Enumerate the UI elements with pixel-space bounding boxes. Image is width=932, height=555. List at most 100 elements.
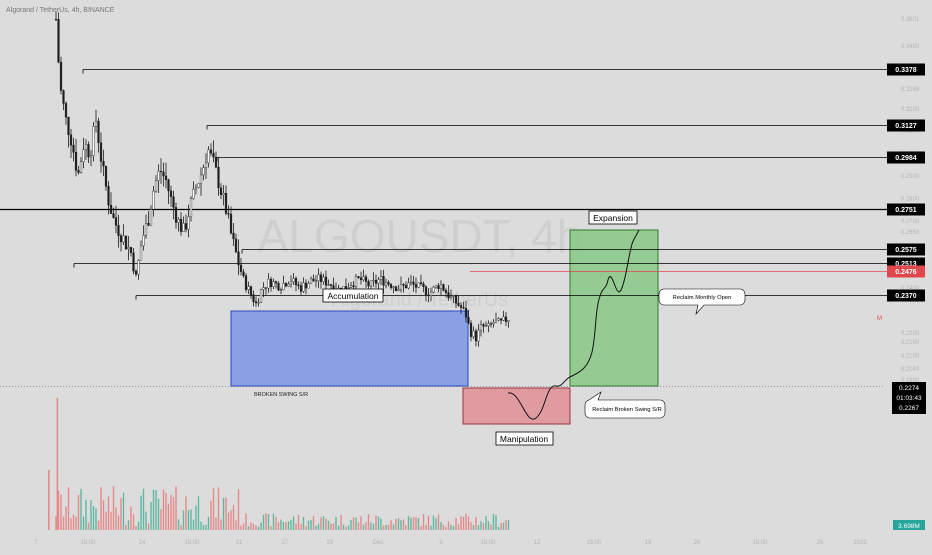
volume-bar <box>415 517 417 530</box>
candle-body <box>139 245 143 261</box>
candle-body <box>94 120 98 127</box>
candle-body <box>177 218 180 223</box>
volume-bar <box>377 516 380 530</box>
volume-bar <box>105 511 107 530</box>
volume-bar <box>82 516 85 530</box>
accumulation-label: Accumulation <box>322 288 384 303</box>
volume-bar <box>407 515 410 530</box>
volume-bar <box>102 500 105 530</box>
volume-bar <box>97 520 100 530</box>
candle-body <box>369 280 373 287</box>
candle-body <box>449 296 453 299</box>
candle-body <box>324 276 328 286</box>
volume-bar <box>182 510 185 530</box>
candle-body <box>272 281 275 287</box>
candle-body <box>417 282 420 288</box>
level-price-label: 0.2476 <box>887 265 925 278</box>
level-price-label: 0.2575 <box>887 243 925 256</box>
volume-bar <box>317 523 320 530</box>
candle-body <box>107 186 110 206</box>
volume-bar <box>500 522 502 530</box>
candle-body <box>62 90 65 104</box>
volume-bar <box>497 526 500 530</box>
candle-body <box>314 280 318 282</box>
candle-body <box>57 19 60 63</box>
y-tick-label: 0.2900 <box>901 174 920 180</box>
volume-bar <box>172 497 175 530</box>
x-tick-label: 7 <box>34 540 38 546</box>
candle-body <box>219 187 223 195</box>
level-price-text: 0.3127 <box>895 123 917 130</box>
y-tick-label: 0.2650 <box>901 230 920 236</box>
level-price-box <box>887 203 925 216</box>
volume-bar <box>220 519 222 530</box>
volume-badge: 3.698M <box>893 520 925 530</box>
volume-bar <box>192 519 195 530</box>
candle-body <box>422 283 425 288</box>
candle-body <box>104 165 108 187</box>
volume-bar <box>417 518 420 530</box>
candle-body <box>349 285 353 288</box>
candle-body <box>199 174 203 184</box>
volume-bar <box>315 525 317 530</box>
volume-bar <box>362 524 365 530</box>
accumulation-label-box <box>322 288 384 303</box>
volume-bar <box>67 487 70 530</box>
candle-body <box>207 149 210 164</box>
price-axis[interactable]: 0.36010.34800.33790.32880.32000.31040.30… <box>887 17 925 411</box>
level-price-box <box>887 151 925 164</box>
volume-bar <box>342 524 345 530</box>
x-tick-label: 27 <box>282 540 289 546</box>
x-tick-label: 14 <box>139 540 146 546</box>
volume-bar <box>412 516 415 530</box>
x-tick-label: 15:00 <box>80 540 96 546</box>
candle-body <box>494 319 498 323</box>
volume-bar <box>507 520 510 530</box>
candle-body <box>147 223 150 226</box>
volume-bar <box>122 492 125 530</box>
candle-body <box>472 330 475 337</box>
volume-bar <box>310 520 312 530</box>
candle-body <box>212 152 215 158</box>
candle-body <box>119 235 123 243</box>
candle-body <box>462 307 465 309</box>
volume-bar <box>300 523 302 530</box>
volume-bar <box>425 525 427 530</box>
volume-bar <box>255 525 257 530</box>
candle-body <box>259 289 263 303</box>
volume-bar <box>372 524 375 530</box>
candle-body <box>384 281 388 286</box>
candle-body <box>234 238 238 253</box>
x-tick-label: 15:00 <box>586 540 602 546</box>
level-price-label: 0.2984 <box>887 151 925 164</box>
volume-bar <box>260 522 262 530</box>
bar-countdown: 01:03:43 <box>896 395 922 402</box>
volume-bar <box>352 517 355 530</box>
candle-body <box>252 294 255 302</box>
x-tick-label: 12 <box>534 540 541 546</box>
volume-bar <box>75 516 77 530</box>
candle-body <box>412 281 415 285</box>
x-tick-label: 15:00 <box>752 540 768 546</box>
volume-bar <box>455 518 457 530</box>
candle-body <box>397 288 400 291</box>
volume-bar <box>472 524 475 530</box>
volume-bar <box>87 522 90 530</box>
time-axis[interactable]: 7 15:00 14 15:00 21 27 29 Dec 5 15:00 12 15:00 19 26 1… <box>34 540 867 546</box>
candle-body <box>474 330 478 342</box>
volume-bar <box>332 523 335 530</box>
candle-body <box>442 284 445 291</box>
candle-body <box>267 278 270 289</box>
candle-body <box>317 274 320 281</box>
candle-body <box>444 290 448 293</box>
volume-bar <box>100 487 102 530</box>
volume-bar <box>157 498 160 530</box>
volume-bar <box>335 516 337 530</box>
volume-bar <box>155 490 157 530</box>
y-tick-label: 0.2400 <box>901 286 920 292</box>
candle-body <box>59 61 63 91</box>
volume-bar <box>240 525 242 530</box>
volume-bar <box>60 494 62 530</box>
candle-body <box>292 278 295 283</box>
